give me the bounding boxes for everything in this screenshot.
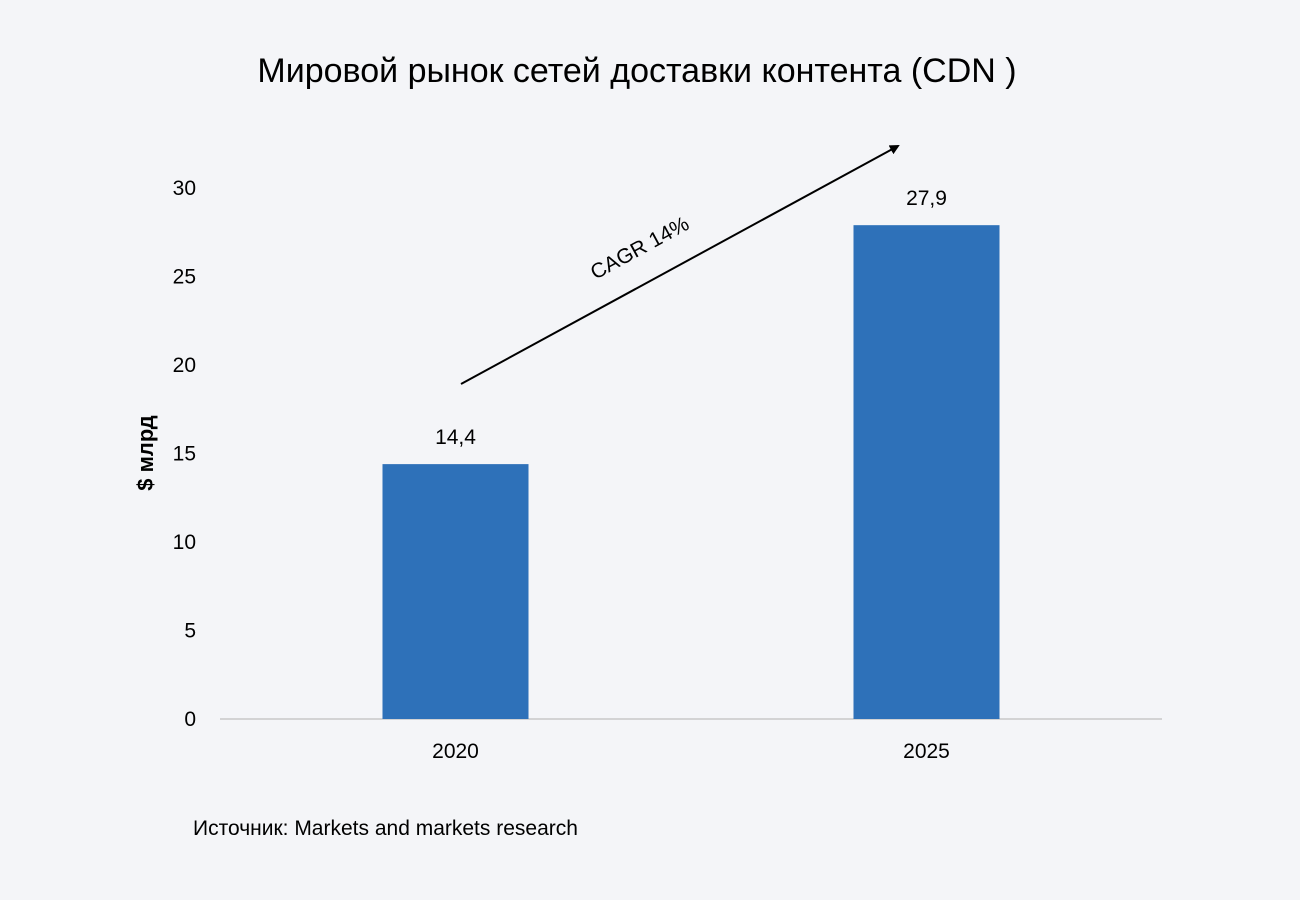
y-axis-label: $ млрд: [133, 415, 158, 490]
bar-2025: [853, 225, 1000, 720]
y-tick-label: 25: [173, 266, 196, 289]
x-tick-label: 2025: [903, 740, 950, 763]
y-tick-label: 20: [173, 354, 196, 377]
x-axis-ticks: 2020 2025: [432, 740, 950, 763]
bar-2020: [382, 464, 529, 719]
cagr-annotation: CAGR 14%: [587, 212, 693, 284]
y-axis-ticks: 0 5 10 15 20 25 30: [173, 177, 196, 731]
x-tick-label: 2020: [432, 740, 479, 763]
cagr-arrow: [460, 145, 900, 385]
y-tick-label: 15: [173, 443, 196, 466]
y-tick-label: 5: [184, 620, 196, 643]
data-labels-group: 14,4 27,9: [435, 187, 947, 449]
data-label-2025: 27,9: [906, 187, 947, 210]
y-tick-label: 0: [184, 708, 196, 731]
chart-title: Мировой рынок сетей доставки контента (C…: [257, 52, 1016, 90]
y-tick-label: 10: [173, 531, 196, 554]
source-note: Источник: Markets and markets research: [193, 817, 578, 840]
data-label-2020: 14,4: [435, 426, 476, 449]
bars-group: [382, 225, 1000, 720]
y-tick-label: 30: [173, 177, 196, 200]
